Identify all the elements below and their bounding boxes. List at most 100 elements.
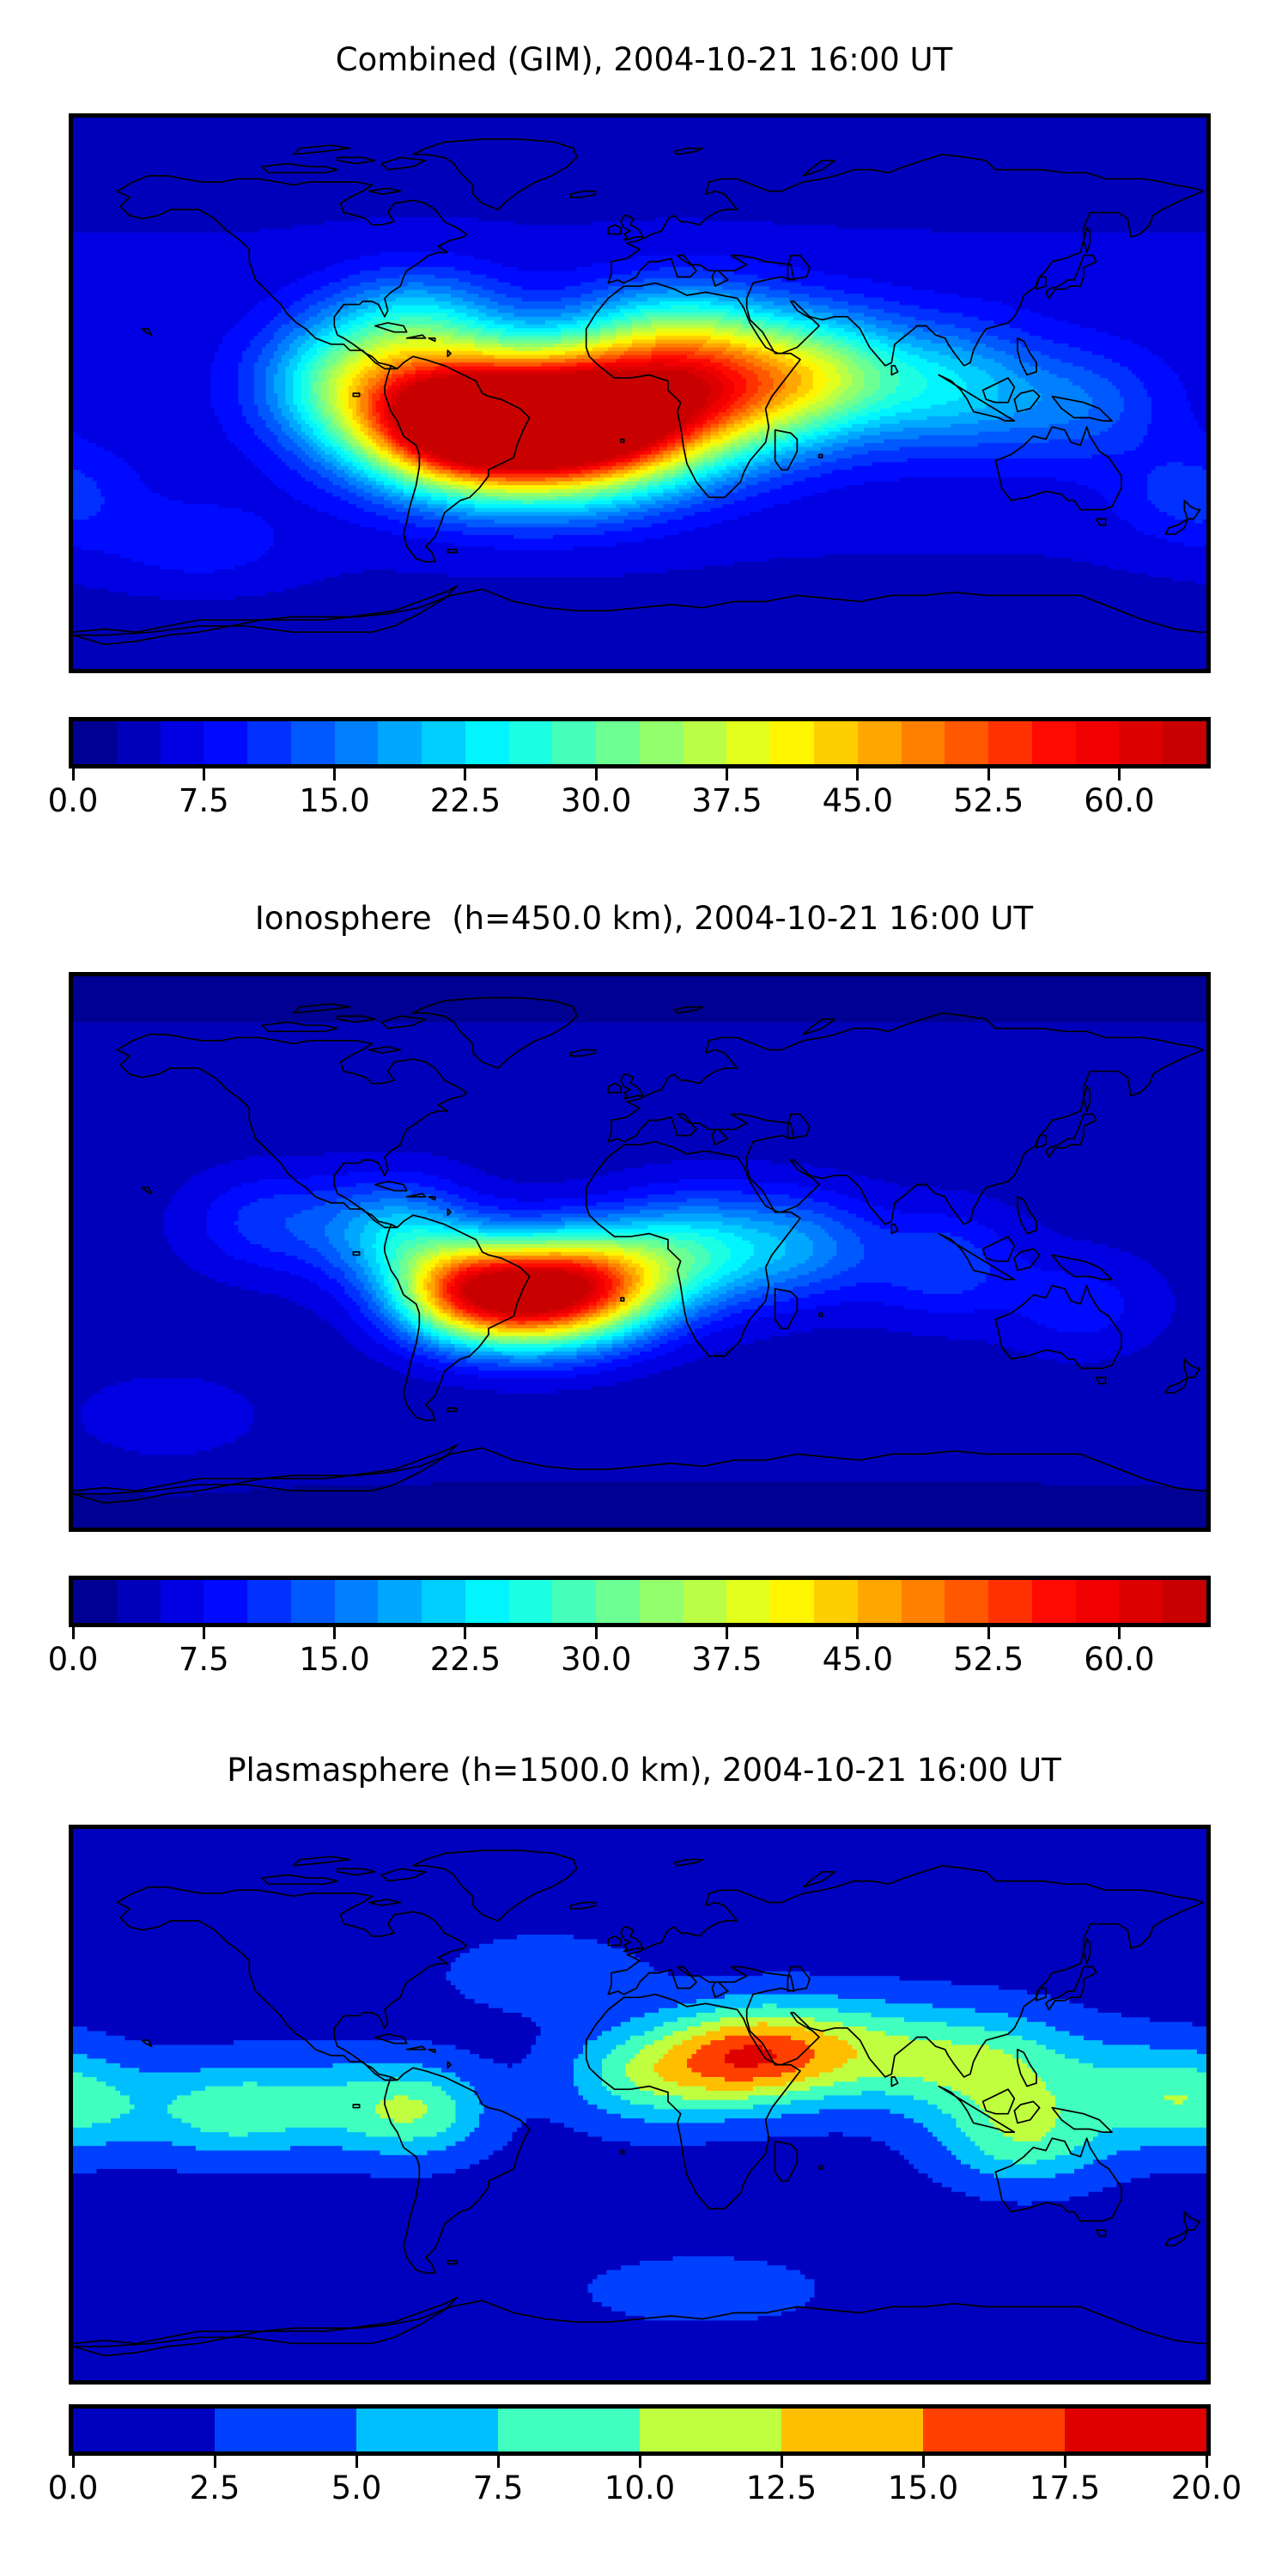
contour-map-ionosphere	[73, 976, 1206, 1528]
colorbar-tick-label: 22.5	[429, 1641, 501, 1678]
colorbar-tick	[202, 769, 205, 781]
colorbar-tick	[333, 769, 337, 781]
colorbar-tick	[333, 1627, 337, 1639]
colorbar-tick	[464, 769, 467, 781]
colorbar-tick-label: 0.0	[47, 2470, 99, 2506]
colorbar-tick-label: 60.0	[1084, 782, 1155, 819]
colorbar-swatch	[683, 721, 727, 764]
colorbar-tick	[726, 1627, 729, 1639]
colorbar-ionosphere: 0.0 7.5 15.0 22.5 30.0 37.5 45.0 52.5 60.0	[48, 1576, 1211, 1679]
colorbar-swatch	[726, 1580, 771, 1623]
colorbar-swatch	[1075, 1580, 1120, 1623]
colorbar-tick	[1117, 769, 1121, 781]
colorbar-swatch	[1075, 721, 1120, 764]
colorbar-swatch	[290, 1580, 335, 1623]
contour-fills-2	[73, 1829, 1206, 2380]
colorbar-swatch	[334, 721, 379, 764]
colorbar-plasmasphere: 0.0 2.5 5.0 7.5 10.0 12.5 15.0 17.5 20.0	[48, 2404, 1242, 2507]
colorbar-tick	[71, 769, 75, 781]
colorbar-tick	[594, 769, 598, 781]
colorbar-labels-0: 0.0 7.5 15.0 22.5 30.0 37.5 45.0 52.5 60.0	[48, 781, 1211, 820]
map-plasmasphere	[69, 1825, 1211, 2385]
colorbar-swatch	[1119, 721, 1163, 764]
colorbar-gradient-0	[69, 717, 1211, 769]
colorbar-swatch	[73, 721, 117, 764]
coastlines-1	[73, 998, 1206, 1504]
colorbar-swatch	[498, 2409, 640, 2451]
colorbar-swatch	[781, 2409, 923, 2451]
colorbar-swatch	[508, 721, 553, 764]
colorbar-tick	[71, 1627, 75, 1639]
coastlines-0	[73, 139, 1206, 645]
contour-map-combined	[73, 118, 1206, 669]
colorbar-swatch	[116, 1580, 161, 1623]
colorbar-swatch	[770, 1580, 815, 1623]
colorbar-tick-label: 45.0	[822, 1641, 894, 1678]
colorbar-tick-label: 0.0	[47, 782, 99, 819]
colorbar-ticks-1	[69, 1627, 1211, 1639]
colorbar-swatch	[73, 1580, 117, 1623]
colorbar-swatch	[378, 721, 422, 764]
colorbar-tick	[594, 1627, 598, 1639]
colorbar-swatch	[204, 721, 248, 764]
colorbar-tick	[1205, 2456, 1208, 2468]
colorbar-swatch	[596, 1580, 640, 1623]
colorbar-tick	[1117, 1627, 1121, 1639]
colorbar-swatch	[552, 721, 597, 764]
map-ionosphere	[69, 972, 1211, 1532]
panel-title-plasmasphere: Plasmasphere (h=1500.0 km), 2004-10-21 1…	[227, 1752, 1061, 1789]
colorbar-swatch	[726, 721, 771, 764]
colorbar-swatch	[945, 1580, 989, 1623]
colorbar-swatch	[814, 1580, 858, 1623]
colorbar-tick	[726, 769, 729, 781]
colorbar-tick-label: 37.5	[691, 1641, 762, 1678]
colorbar-tick	[464, 1627, 467, 1639]
colorbar-swatch	[857, 721, 902, 764]
colorbar-tick-label: 10.0	[604, 2470, 676, 2506]
colorbar-tick	[71, 2456, 75, 2468]
colorbar-tick-label: 30.0	[561, 1641, 632, 1678]
colorbar-tick-label: 5.0	[331, 2470, 382, 2506]
colorbar-gradient-1	[69, 1576, 1211, 1627]
colorbar-swatch	[901, 1580, 945, 1623]
colorbar-swatch	[596, 721, 640, 764]
colorbar-swatch	[1163, 721, 1206, 764]
colorbar-tick-label: 52.5	[952, 782, 1024, 819]
colorbar-ticks-2	[69, 2456, 1211, 2468]
colorbar-tick-label: 12.5	[745, 2470, 817, 2506]
colorbar-swatch	[160, 721, 204, 764]
colorbar-tick	[1063, 2456, 1066, 2468]
colorbar-tick-label: 60.0	[1084, 1641, 1155, 1678]
colorbar-tick-label: 37.5	[691, 782, 762, 819]
colorbar-swatch	[923, 2409, 1065, 2451]
colorbar-swatch	[247, 721, 291, 764]
colorbar-tick-label: 30.0	[561, 782, 632, 819]
colorbar-tick-label: 52.5	[952, 1641, 1024, 1678]
colorbar-tick-label: 20.0	[1170, 2470, 1242, 2506]
colorbar-gradient-2	[69, 2404, 1211, 2456]
colorbar-swatch	[640, 2409, 781, 2451]
colorbar-tick	[213, 2456, 216, 2468]
colorbar-swatch	[116, 721, 161, 764]
colorbar-swatch	[204, 1580, 248, 1623]
colorbar-swatch	[945, 721, 989, 764]
colorbar-tick-label: 15.0	[299, 782, 370, 819]
colorbar-swatch	[334, 1580, 379, 1623]
colorbar-swatch	[1119, 1580, 1163, 1623]
colorbar-swatch	[1031, 1580, 1076, 1623]
colorbar-tick	[987, 1627, 990, 1639]
coastlines-2	[73, 1850, 1206, 2356]
colorbar-swatch	[247, 1580, 291, 1623]
panel-ionosphere: Ionosphere (h=450.0 km), 2004-10-21 16:0…	[0, 859, 1288, 1717]
colorbar-tick	[780, 2456, 783, 2468]
colorbar-tick	[856, 769, 860, 781]
colorbar-swatch	[160, 1580, 204, 1623]
colorbar-tick-label: 0.0	[47, 1641, 99, 1678]
colorbar-swatch	[290, 721, 335, 764]
colorbar-tick-label: 15.0	[299, 1641, 370, 1678]
colorbar-tick-label: 45.0	[822, 782, 894, 819]
colorbar-tick-label: 7.5	[472, 2470, 524, 2506]
colorbar-swatch	[215, 2409, 356, 2451]
colorbar-swatch	[988, 721, 1032, 764]
